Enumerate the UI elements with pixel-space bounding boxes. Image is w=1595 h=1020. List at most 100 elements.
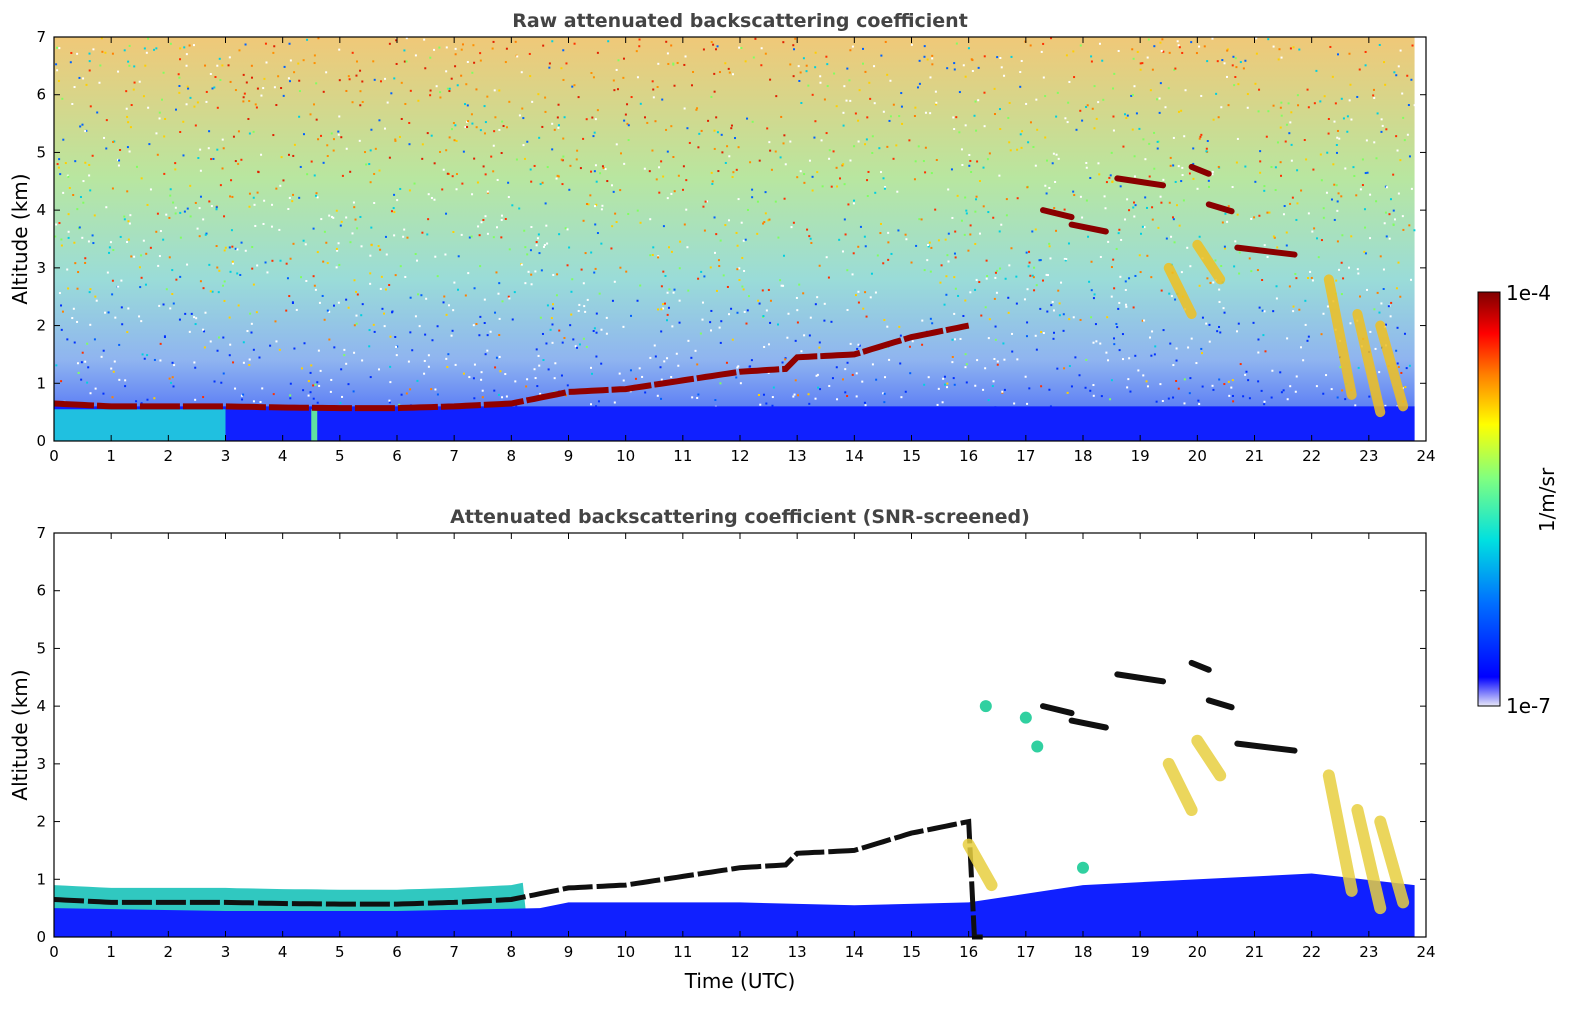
noise-speckle (1317, 256, 1320, 259)
noise-speckle (316, 251, 319, 254)
noise-speckle (1039, 307, 1042, 310)
noise-speckle (263, 77, 266, 80)
noise-speckle (930, 172, 933, 175)
noise-speckle (117, 164, 120, 167)
noise-speckle (1256, 269, 1259, 272)
noise-speckle (811, 175, 814, 178)
noise-speckle (112, 140, 115, 143)
noise-speckle (1316, 237, 1319, 240)
noise-speckle (492, 170, 495, 173)
noise-speckle (1025, 335, 1028, 338)
noise-speckle (1044, 184, 1047, 187)
noise-speckle (473, 157, 476, 160)
noise-speckle (179, 211, 182, 214)
noise-speckle (792, 44, 795, 47)
noise-speckle (84, 360, 87, 363)
noise-speckle (1320, 239, 1323, 242)
noise-speckle (199, 169, 202, 172)
noise-speckle (1228, 394, 1231, 397)
noise-speckle (193, 361, 196, 364)
noise-speckle (1153, 167, 1156, 170)
noise-speckle (1034, 228, 1037, 231)
noise-speckle (759, 403, 762, 406)
noise-speckle (1344, 398, 1347, 401)
noise-speckle (1208, 185, 1211, 188)
surface-aerosol (54, 409, 226, 441)
noise-speckle (1235, 330, 1238, 333)
noise-speckle (1046, 274, 1049, 277)
noise-speckle (351, 101, 354, 104)
noise-speckle (454, 47, 457, 50)
noise-speckle (393, 193, 396, 196)
noise-speckle (802, 57, 805, 60)
noise-speckle (931, 63, 934, 66)
noise-speckle (726, 145, 729, 148)
noise-speckle (563, 116, 566, 119)
noise-speckle (159, 359, 162, 362)
noise-speckle (782, 254, 785, 257)
noise-speckle (271, 203, 274, 206)
noise-speckle (984, 306, 987, 309)
noise-speckle (825, 256, 828, 259)
noise-speckle (886, 145, 889, 148)
noise-speckle (1124, 113, 1127, 116)
noise-speckle (1223, 383, 1226, 386)
noise-speckle (480, 371, 483, 374)
noise-speckle (89, 189, 92, 192)
noise-speckle (1158, 111, 1161, 114)
noise-speckle (951, 216, 954, 219)
noise-speckle (607, 40, 610, 43)
noise-speckle (448, 87, 451, 90)
noise-speckle (710, 41, 713, 44)
noise-speckle (663, 360, 666, 363)
noise-speckle (468, 236, 471, 239)
noise-speckle (1117, 49, 1120, 52)
noise-speckle (373, 172, 376, 175)
noise-speckle (935, 101, 938, 104)
noise-speckle (962, 314, 965, 317)
colorbar-min-label: 1e-7 (1506, 694, 1551, 718)
noise-speckle (524, 282, 527, 285)
noise-speckle (1289, 121, 1292, 124)
noise-speckle (594, 118, 597, 121)
noise-speckle (857, 119, 860, 122)
noise-speckle (1027, 265, 1030, 268)
noise-speckle (302, 133, 305, 136)
noise-speckle (1003, 74, 1006, 77)
noise-speckle (275, 340, 278, 343)
noise-speckle (1142, 374, 1145, 377)
noise-speckle (338, 115, 341, 118)
noise-speckle (111, 52, 114, 55)
noise-speckle (1165, 237, 1168, 240)
noise-speckle (999, 128, 1002, 131)
noise-speckle (426, 132, 429, 135)
noise-speckle (215, 206, 218, 209)
noise-speckle (243, 92, 246, 95)
noise-speckle (160, 98, 163, 101)
noise-speckle (998, 174, 1001, 177)
noise-speckle (153, 358, 156, 361)
noise-speckle (835, 166, 838, 169)
noise-speckle (360, 245, 363, 248)
noise-speckle (241, 398, 244, 401)
noise-speckle (558, 329, 561, 332)
noise-speckle (537, 354, 540, 357)
noise-speckle (1369, 330, 1372, 333)
noise-speckle (1322, 216, 1325, 219)
noise-speckle (968, 154, 971, 157)
noise-speckle (55, 46, 58, 49)
noise-speckle (736, 366, 739, 369)
cloud-layer (1068, 717, 1109, 731)
noise-speckle (836, 185, 839, 188)
noise-speckle (862, 307, 865, 310)
noise-speckle (515, 404, 518, 407)
noise-speckle (953, 68, 956, 71)
noise-speckle (900, 396, 903, 399)
noise-speckle (844, 391, 847, 394)
noise-speckle (954, 338, 957, 341)
noise-speckle (141, 353, 144, 356)
noise-speckle (780, 284, 783, 287)
noise-speckle (408, 189, 411, 192)
noise-speckle (262, 222, 265, 225)
noise-speckle (600, 328, 603, 331)
